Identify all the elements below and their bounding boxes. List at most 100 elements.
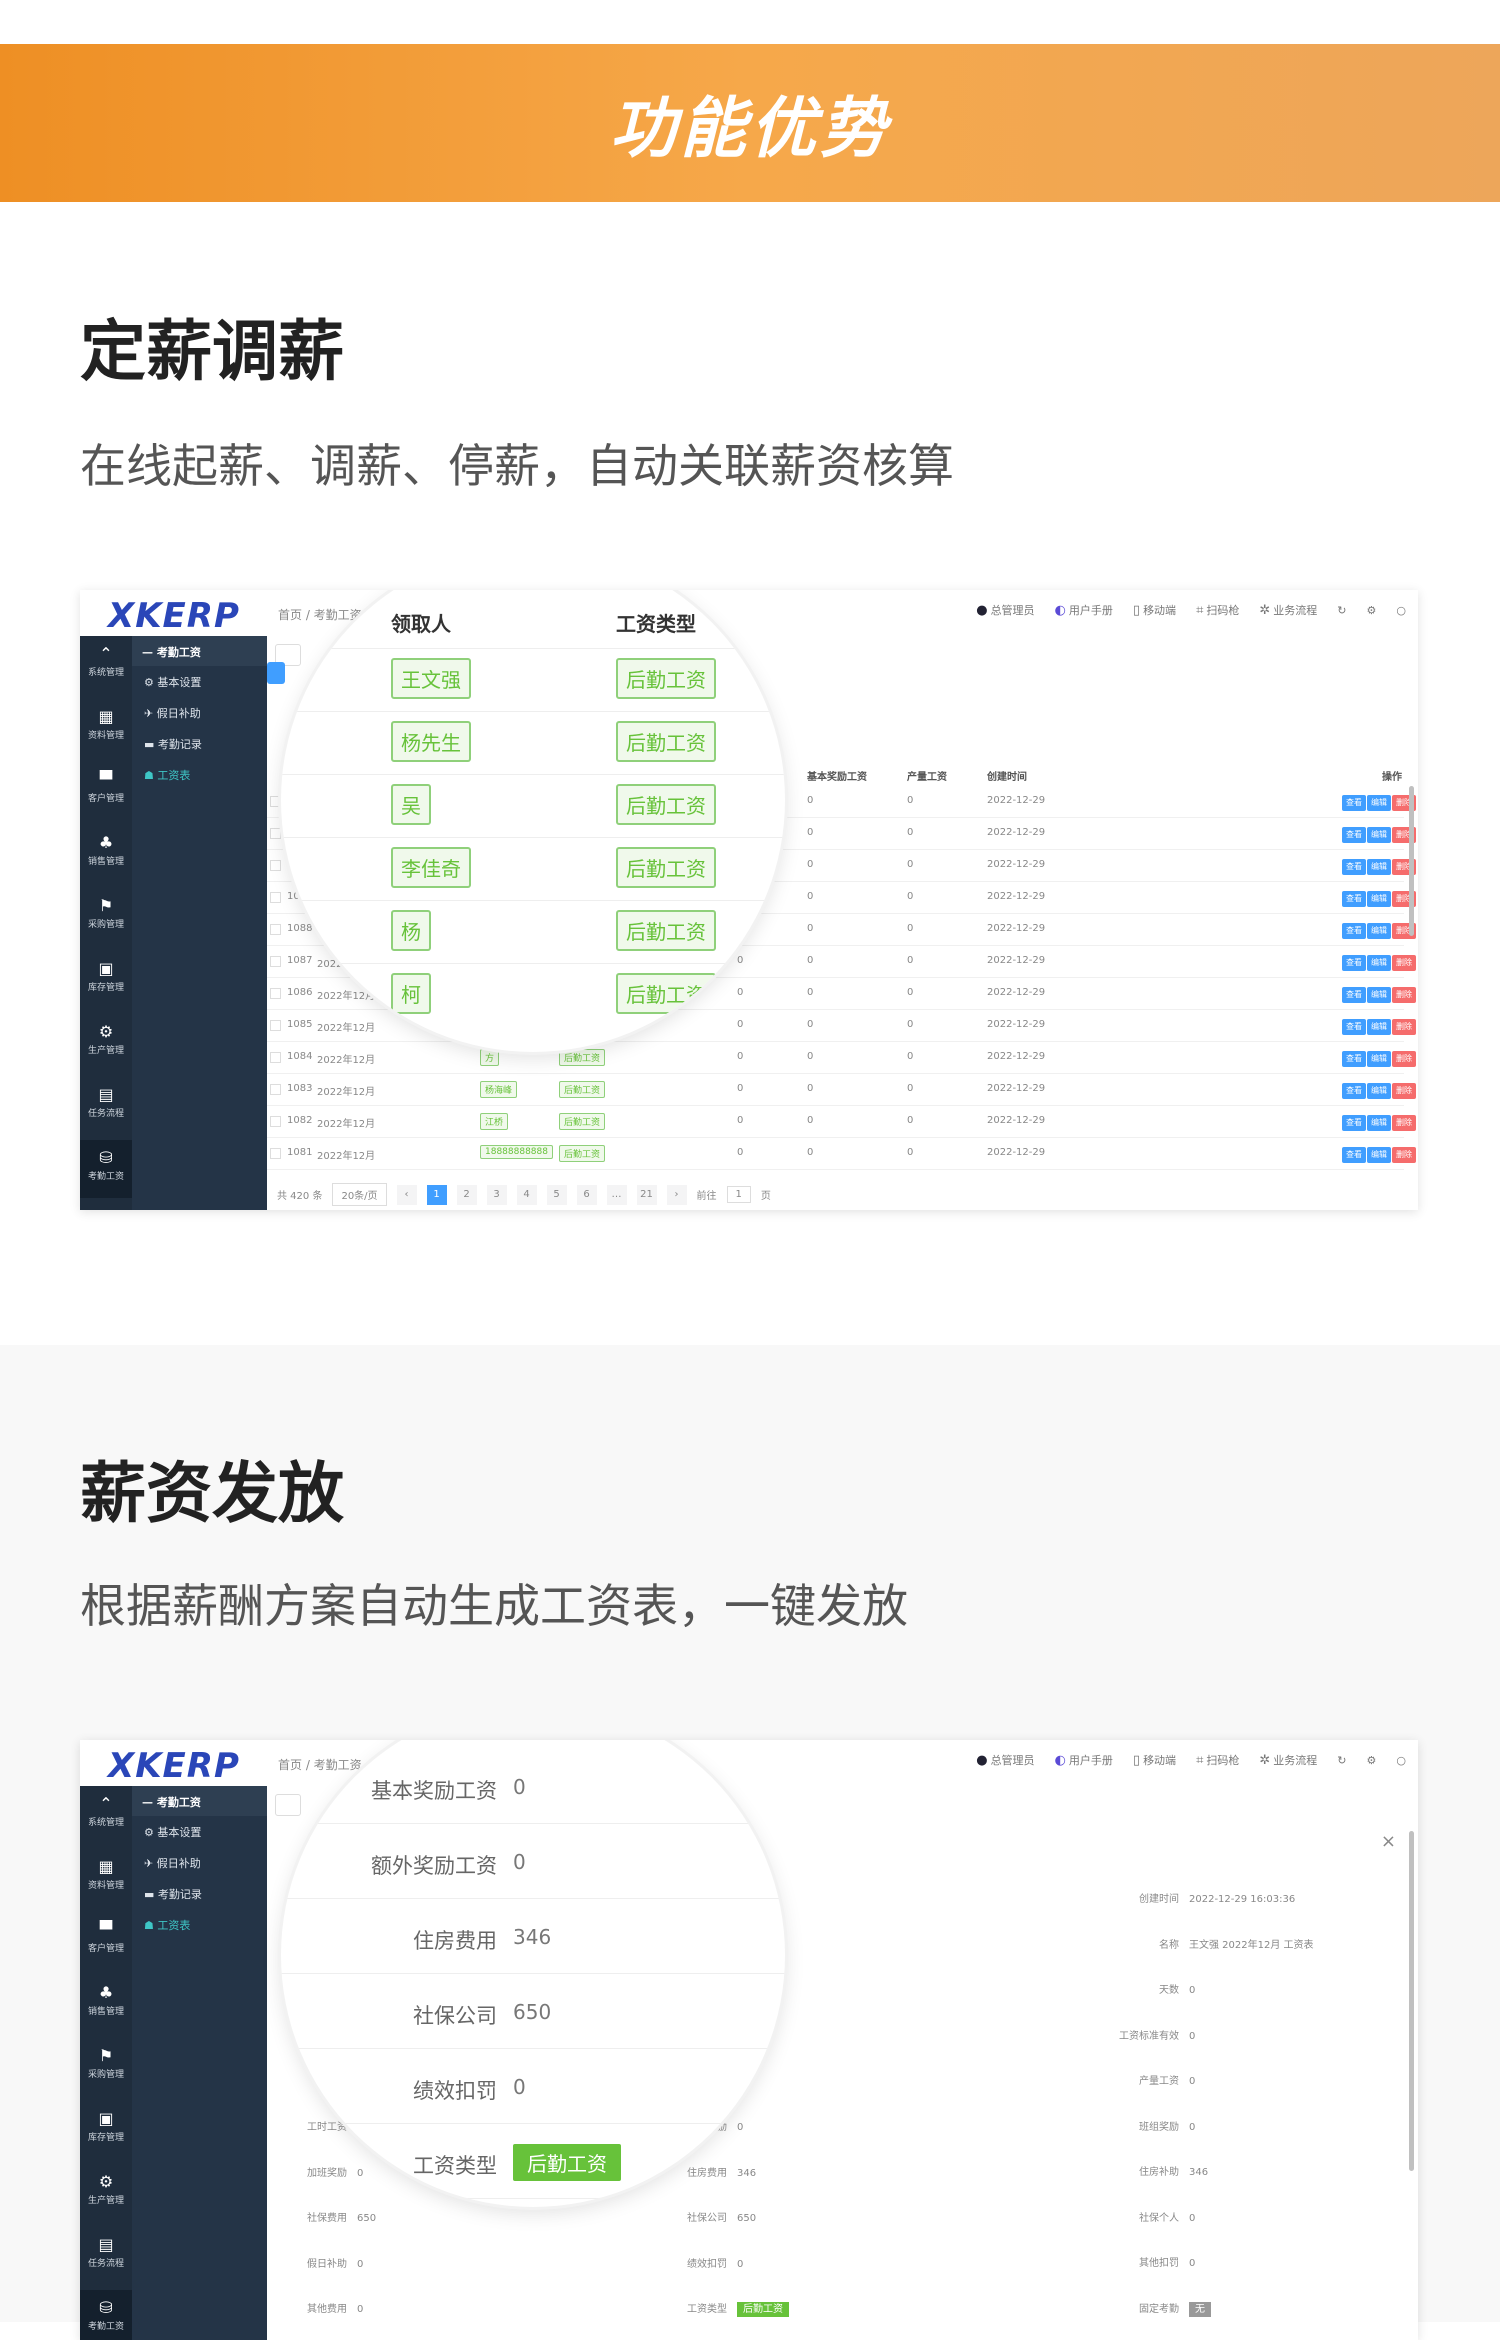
rail-item-0[interactable]: ⌃ 系统管理 bbox=[80, 636, 132, 694]
page-button[interactable]: … bbox=[606, 1184, 627, 1205]
delete-button[interactable]: 删除 bbox=[1392, 987, 1416, 1003]
submenu-header[interactable]: — 考勤工资 bbox=[132, 636, 267, 666]
view-button[interactable]: 查看 bbox=[1342, 859, 1366, 875]
submenu-item-2[interactable]: ▬ 考勤记录 bbox=[132, 1878, 267, 1909]
view-button[interactable]: 查看 bbox=[1342, 1019, 1366, 1035]
row-checkbox[interactable] bbox=[270, 1116, 281, 1127]
rail-item-4[interactable]: ⚑ 采购管理 bbox=[80, 2038, 132, 2096]
top-nav-item[interactable]: ▯ 移动端 bbox=[1133, 602, 1176, 618]
edit-button[interactable]: 编辑 bbox=[1367, 891, 1391, 907]
row-checkbox[interactable] bbox=[270, 1020, 281, 1031]
row-checkbox[interactable] bbox=[270, 1084, 281, 1095]
row-checkbox[interactable] bbox=[270, 828, 281, 839]
row-checkbox[interactable] bbox=[270, 956, 281, 967]
view-button[interactable]: 查看 bbox=[1342, 955, 1366, 971]
notification-icon[interactable]: ○ bbox=[1396, 1753, 1406, 1767]
row-checkbox[interactable] bbox=[270, 796, 281, 807]
row-checkbox[interactable] bbox=[270, 988, 281, 999]
rail-item-7[interactable]: ▤ 任务流程 bbox=[80, 1077, 132, 1135]
submenu-item-1[interactable]: ✈ 假日补助 bbox=[132, 697, 267, 728]
rail-item-5[interactable]: ▣ 库存管理 bbox=[80, 2101, 132, 2159]
submenu-item-3[interactable]: ☗ 工资表 bbox=[132, 1909, 267, 1940]
goto-page-input[interactable]: 1 bbox=[726, 1186, 751, 1203]
rail-item-3[interactable]: ♣ 销售管理 bbox=[80, 825, 132, 883]
rail-item-4[interactable]: ⚑ 采购管理 bbox=[80, 888, 132, 946]
filter-select[interactable] bbox=[275, 1794, 301, 1816]
edit-button[interactable]: 编辑 bbox=[1367, 923, 1391, 939]
rail-item-0[interactable]: ⌃ 系统管理 bbox=[80, 1786, 132, 1844]
rail-item-7[interactable]: ▤ 任务流程 bbox=[80, 2227, 132, 2285]
close-icon[interactable]: × bbox=[1380, 1831, 1396, 1852]
submenu-header[interactable]: — 考勤工资 bbox=[132, 1786, 267, 1816]
top-nav-item[interactable]: ● 总管理员 bbox=[976, 602, 1034, 618]
refresh-icon[interactable]: ↻ bbox=[1337, 1753, 1347, 1767]
search-button[interactable] bbox=[267, 662, 285, 684]
top-nav-item[interactable]: ▯ 移动端 bbox=[1133, 1752, 1176, 1768]
delete-button[interactable]: 删除 bbox=[1392, 1115, 1416, 1131]
submenu-item-1[interactable]: ✈ 假日补助 bbox=[132, 1847, 267, 1878]
top-nav-item[interactable]: ✲ 业务流程 bbox=[1259, 602, 1317, 618]
submenu-item-3[interactable]: ☗ 工资表 bbox=[132, 759, 267, 790]
breadcrumb[interactable]: 首页 / 考勤工资 bbox=[278, 608, 362, 622]
view-button[interactable]: 查看 bbox=[1342, 795, 1366, 811]
rail-item-8[interactable]: ⛁ 考勤工资 bbox=[80, 1140, 132, 1198]
notification-icon[interactable]: ○ bbox=[1396, 603, 1406, 617]
view-button[interactable]: 查看 bbox=[1342, 827, 1366, 843]
rail-item-2[interactable]: ▀ 客户管理 bbox=[80, 1912, 132, 1970]
prev-page-button[interactable]: ‹ bbox=[396, 1184, 417, 1205]
view-button[interactable]: 查看 bbox=[1342, 1083, 1366, 1099]
view-button[interactable]: 查看 bbox=[1342, 1147, 1366, 1163]
rail-item-6[interactable]: ⚙ 生产管理 bbox=[80, 2164, 132, 2222]
top-nav-item[interactable]: ◐ 用户手册 bbox=[1055, 602, 1113, 618]
top-nav-item[interactable]: ◐ 用户手册 bbox=[1055, 1752, 1113, 1768]
page-button[interactable]: 21 bbox=[636, 1184, 657, 1205]
delete-button[interactable]: 删除 bbox=[1392, 955, 1416, 971]
view-button[interactable]: 查看 bbox=[1342, 923, 1366, 939]
edit-button[interactable]: 编辑 bbox=[1367, 1083, 1391, 1099]
settings-icon[interactable]: ⚙ bbox=[1366, 1753, 1377, 1767]
refresh-icon[interactable]: ↻ bbox=[1337, 603, 1347, 617]
row-checkbox[interactable] bbox=[270, 860, 281, 871]
edit-button[interactable]: 编辑 bbox=[1367, 1019, 1391, 1035]
rail-item-2[interactable]: ▀ 客户管理 bbox=[80, 762, 132, 820]
top-nav-item[interactable]: ● 总管理员 bbox=[976, 1752, 1034, 1768]
row-checkbox[interactable] bbox=[270, 892, 281, 903]
rail-item-1[interactable]: ▦ 资料管理 bbox=[80, 699, 132, 757]
edit-button[interactable]: 编辑 bbox=[1367, 955, 1391, 971]
top-nav-item[interactable]: ⌗ 扫码枪 bbox=[1196, 1752, 1239, 1768]
rail-item-6[interactable]: ⚙ 生产管理 bbox=[80, 1014, 132, 1072]
top-nav-item[interactable]: ✲ 业务流程 bbox=[1259, 1752, 1317, 1768]
edit-button[interactable]: 编辑 bbox=[1367, 1115, 1391, 1131]
table-scrollbar[interactable] bbox=[1409, 786, 1414, 936]
rail-item-5[interactable]: ▣ 库存管理 bbox=[80, 951, 132, 1009]
delete-button[interactable]: 删除 bbox=[1392, 1019, 1416, 1035]
view-button[interactable]: 查看 bbox=[1342, 1115, 1366, 1131]
delete-button[interactable]: 删除 bbox=[1392, 1051, 1416, 1067]
delete-button[interactable]: 删除 bbox=[1392, 1147, 1416, 1163]
page-button[interactable]: 6 bbox=[576, 1184, 597, 1205]
page-size-select[interactable]: 20条/页 bbox=[332, 1183, 387, 1206]
row-checkbox[interactable] bbox=[270, 924, 281, 935]
row-checkbox[interactable] bbox=[270, 1148, 281, 1159]
filter-select[interactable] bbox=[275, 644, 301, 666]
view-button[interactable]: 查看 bbox=[1342, 987, 1366, 1003]
edit-button[interactable]: 编辑 bbox=[1367, 987, 1391, 1003]
top-nav-item[interactable]: ⌗ 扫码枪 bbox=[1196, 602, 1239, 618]
next-page-button[interactable]: › bbox=[666, 1184, 687, 1205]
edit-button[interactable]: 编辑 bbox=[1367, 795, 1391, 811]
submenu-item-2[interactable]: ▬ 考勤记录 bbox=[132, 728, 267, 759]
edit-button[interactable]: 编辑 bbox=[1367, 827, 1391, 843]
page-button[interactable]: 4 bbox=[516, 1184, 537, 1205]
edit-button[interactable]: 编辑 bbox=[1367, 1147, 1391, 1163]
submenu-item-0[interactable]: ⚙ 基本设置 bbox=[132, 666, 267, 697]
breadcrumb[interactable]: 首页 / 考勤工资 bbox=[278, 1758, 362, 1772]
rail-item-3[interactable]: ♣ 销售管理 bbox=[80, 1975, 132, 2033]
rail-item-1[interactable]: ▦ 资料管理 bbox=[80, 1849, 132, 1907]
submenu-item-0[interactable]: ⚙ 基本设置 bbox=[132, 1816, 267, 1847]
settings-icon[interactable]: ⚙ bbox=[1366, 603, 1377, 617]
edit-button[interactable]: 编辑 bbox=[1367, 1051, 1391, 1067]
drawer-scrollbar[interactable] bbox=[1409, 1831, 1414, 2171]
page-button[interactable]: 1 bbox=[426, 1184, 447, 1205]
edit-button[interactable]: 编辑 bbox=[1367, 859, 1391, 875]
rail-item-8[interactable]: ⛁ 考勤工资 bbox=[80, 2290, 132, 2340]
